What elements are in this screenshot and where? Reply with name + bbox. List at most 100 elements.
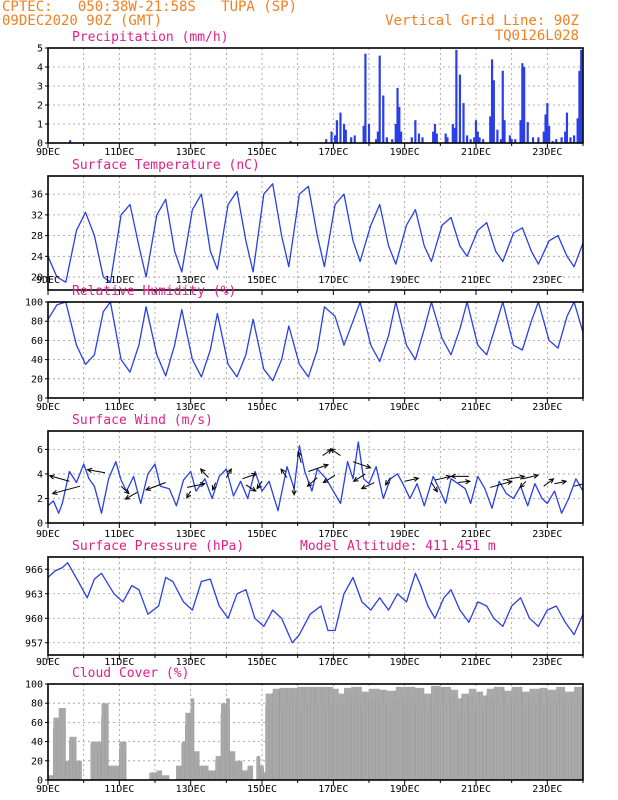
precip-bar <box>444 133 447 143</box>
x-tick-label: 15DEC <box>247 784 277 795</box>
x-tick-label: 9DEC <box>36 275 60 286</box>
wind-arrow <box>280 468 288 478</box>
precip-bar <box>414 120 417 143</box>
precip-bar <box>378 55 381 143</box>
precipitation-title: Precipitation (mm/h) <box>72 30 229 45</box>
wind-arrow <box>51 485 81 495</box>
precip-bar <box>551 141 554 143</box>
precip-bar <box>432 131 435 143</box>
wind-arrow <box>430 482 438 493</box>
precip-bar <box>353 135 356 143</box>
precip-bar <box>453 127 456 143</box>
y-tick-label: 40 <box>31 737 43 748</box>
precip-bar <box>473 137 476 143</box>
precip-bar <box>492 80 495 143</box>
precipitation-panel: Precipitation (mm/h) 0 1 2 3 4 5 9DEC 11DEC 13DEC… <box>36 30 591 158</box>
wind-arrow <box>404 476 420 482</box>
x-tick-label: 23DEC <box>532 275 562 286</box>
wind-arrow <box>352 473 366 482</box>
x-tick-label: 11DEC <box>104 529 134 540</box>
wind-arrow <box>306 477 318 487</box>
x-tick-label: 21DEC <box>461 657 491 668</box>
y-tick-label: 966 <box>25 565 43 576</box>
y-tick-label: 32 <box>31 210 43 221</box>
precip-bar <box>396 87 399 143</box>
precip-bar <box>394 124 397 143</box>
precip-bar <box>367 124 371 143</box>
humidity-panel: Relative Humidity (%) 0 20 40 60 80 100 9DEC 11D… <box>25 284 584 413</box>
precip-bar <box>580 49 583 143</box>
y-tick-label: 0 <box>37 394 43 405</box>
precip-bar <box>501 70 504 143</box>
precip-bar <box>474 120 478 143</box>
precip-bar <box>478 137 481 143</box>
wind-arrow <box>450 473 469 480</box>
precip-bar <box>289 141 292 143</box>
x-tick-label: 15DEC <box>247 529 277 540</box>
precip-bar <box>564 131 567 143</box>
x-tick-label: 15DEC <box>247 147 277 158</box>
precip-bar <box>400 131 403 143</box>
y-tick-label: 0 <box>37 776 43 787</box>
y-tick-label: 4 <box>37 63 43 74</box>
wind-title: Surface Wind (m/s) <box>72 413 213 428</box>
x-tick-label: 11DEC <box>104 402 134 413</box>
cloud-panel: Cloud Cover (%) 0 20 40 60 80 100 9DEC 11DEC 13DE… <box>25 666 584 795</box>
x-tick-label: 9DEC <box>36 529 60 540</box>
pressure-panel: Surface Pressure (hPa) Model Altitude: 41… <box>25 539 584 668</box>
x-tick-label: 9DEC <box>36 784 60 795</box>
temperature-frame <box>47 175 584 291</box>
wind-arrow <box>352 461 372 469</box>
y-tick-label: 6 <box>37 445 43 456</box>
wind-arrow <box>291 486 297 496</box>
y-tick-label: 0 <box>37 519 43 530</box>
x-tick-label: 9DEC <box>36 402 60 413</box>
precip-bar <box>565 112 569 143</box>
wind-arrow <box>329 448 341 456</box>
precip-bar <box>391 139 394 143</box>
precip-bar <box>576 118 579 143</box>
precip-bar <box>421 137 424 143</box>
precip-bar <box>496 129 499 143</box>
precip-bar <box>410 137 413 143</box>
wind-arrow <box>120 485 130 495</box>
x-tick-label: 9DEC <box>36 657 60 668</box>
precip-bar <box>560 137 563 143</box>
wind-line <box>48 441 583 514</box>
precip-bar <box>398 106 401 143</box>
humidity-series <box>48 302 583 382</box>
y-tick-label: 4 <box>37 469 43 480</box>
precip-bar <box>546 103 549 143</box>
y-tick-label: 0 <box>37 139 43 150</box>
cloud-series <box>48 685 583 780</box>
y-tick-label: 957 <box>25 638 43 649</box>
y-tick-label: 20 <box>31 273 43 284</box>
y-tick-label: 3 <box>37 82 43 93</box>
precip-bar <box>499 139 503 143</box>
x-tick-label: 23DEC <box>532 402 562 413</box>
wind-panel: Surface Wind (m/s) 0 2 4 6 9DEC 11DEC 13DEC 15DE… <box>36 413 584 540</box>
wind-arrow <box>322 448 333 456</box>
wind-arrow <box>360 482 375 490</box>
x-tick-label: 11DEC <box>104 657 134 668</box>
precip-bar <box>589 120 591 143</box>
precip-bar <box>519 120 522 143</box>
x-tick-label: 23DEC <box>532 784 562 795</box>
precip-bar <box>476 131 479 143</box>
y-tick-label: 963 <box>25 589 43 600</box>
precip-bar <box>344 129 347 143</box>
header-model-code: TQ0126L028 <box>495 28 579 44</box>
precip-bar <box>451 124 454 143</box>
precip-bar <box>521 63 524 143</box>
precip-bar <box>462 103 465 143</box>
wind-arrow <box>211 482 217 491</box>
precip-bar <box>465 135 469 143</box>
precip-bar <box>489 116 492 143</box>
x-tick-label: 23DEC <box>532 147 562 158</box>
pressure-title: Surface Pressure (hPa) <box>72 539 244 554</box>
y-tick-label: 5 <box>37 44 43 55</box>
precip-bar <box>417 133 421 143</box>
x-tick-label: 13DEC <box>176 784 206 795</box>
temperature-grid <box>48 176 583 290</box>
wind-arrow <box>322 474 336 484</box>
